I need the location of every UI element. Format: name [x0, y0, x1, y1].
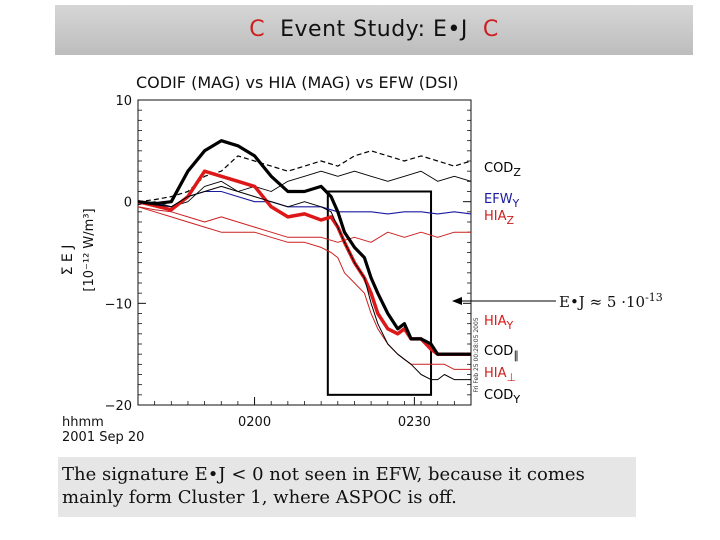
- legend-label: HIA⊥: [484, 366, 516, 384]
- y-tick-label: −20: [105, 399, 132, 414]
- x-tick-label: 0230: [398, 415, 431, 430]
- x-tick-label: 0200: [238, 415, 271, 430]
- time-format-label: hhmm: [62, 415, 104, 430]
- slide-title: C Event Study: E•J C: [55, 17, 693, 42]
- series-line-3: [137, 206, 471, 243]
- title-mark-right: C: [482, 17, 499, 42]
- series-line-5: [137, 139, 471, 356]
- legend-label: CODZ: [484, 161, 521, 179]
- legend-label: HIAY: [484, 314, 514, 332]
- legend-label: COD∥: [484, 344, 519, 362]
- highlight-box: [326, 190, 433, 396]
- legend-label: HIAZ: [484, 209, 515, 227]
- y-tick-label: 0: [124, 196, 132, 211]
- caption-text: The signature E•J < 0 not seen in EFW, b…: [62, 463, 585, 509]
- timestamp-stamp: Fri Feb 25 00:28:05 2005: [473, 317, 480, 392]
- series-line-7: [137, 185, 471, 381]
- chart-title: CODIF (MAG) vs HIA (MAG) vs EFW (DSI): [136, 73, 458, 92]
- title-mark-left: C: [249, 17, 266, 42]
- annotation-main: E•J ≈ 5 ·10: [559, 293, 645, 311]
- legend-label: EFWY: [484, 192, 520, 210]
- date-label: 2001 Sep 20: [62, 430, 144, 445]
- annotation-exponent: -13: [645, 291, 663, 304]
- annotation-arrow-head: [452, 297, 462, 305]
- plot-area: [137, 99, 472, 406]
- caption-line-2: mainly form Cluster 1, where ASPOC is of…: [62, 487, 457, 508]
- title-text: Event Study: E•J: [280, 17, 468, 42]
- y-tick-label: −10: [105, 297, 132, 312]
- y-tick-label: 10: [115, 94, 132, 109]
- title-bar: C Event Study: E•J C: [55, 5, 693, 55]
- legend-label: CODY: [484, 388, 520, 406]
- annotation-text: E•J ≈ 5 ·10-13: [559, 291, 663, 311]
- series-line-6: [137, 206, 471, 370]
- y-axis-label: Σ E J: [60, 245, 76, 276]
- series-line-1: [137, 170, 472, 208]
- y-axis-unit: [10⁻¹² W/m³]: [82, 208, 97, 291]
- caption-line-1: The signature E•J < 0 not seen in EFW, b…: [62, 464, 585, 485]
- caption-box: The signature E•J < 0 not seen in EFW, b…: [58, 457, 636, 517]
